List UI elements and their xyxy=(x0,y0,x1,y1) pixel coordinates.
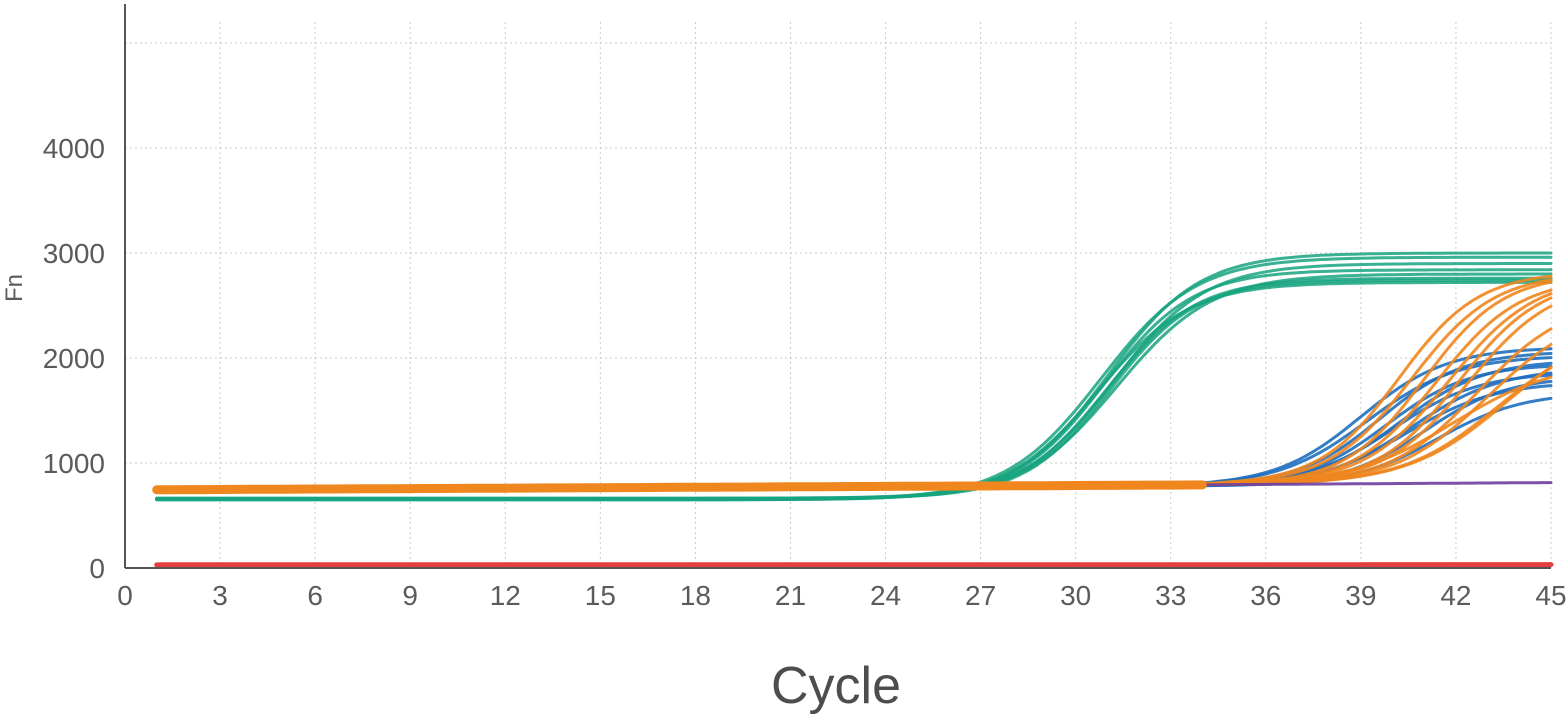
y-tick-label-4000: 4000 xyxy=(43,133,105,164)
x-tick-label-36: 36 xyxy=(1250,580,1281,611)
x-tick-label-3: 3 xyxy=(212,580,228,611)
x-tick-label-0: 0 xyxy=(117,580,133,611)
y-tick-label-1000: 1000 xyxy=(43,448,105,479)
x-tick-label-30: 30 xyxy=(1060,580,1091,611)
x-tick-label-33: 33 xyxy=(1155,580,1186,611)
x-tick-label-45: 45 xyxy=(1535,580,1566,611)
y-tick-label-3000: 3000 xyxy=(43,238,105,269)
x-tick-label-21: 21 xyxy=(775,580,806,611)
green-curve-8 xyxy=(155,278,1553,500)
tick-labels: 0 3 6 9 12 15 18 21 24 27 30 33 36 39 42 45010002000300… xyxy=(43,133,1567,611)
y-tick-label-0: 0 xyxy=(89,553,105,584)
x-tick-label-39: 39 xyxy=(1345,580,1376,611)
x-tick-label-27: 27 xyxy=(965,580,996,611)
x-tick-label-9: 9 xyxy=(402,580,418,611)
x-tick-label-15: 15 xyxy=(585,580,616,611)
orange-baseline-band xyxy=(152,480,1207,495)
x-tick-label-24: 24 xyxy=(870,580,901,611)
x-tick-label-42: 42 xyxy=(1440,580,1471,611)
y-tick-label-2000: 2000 xyxy=(43,343,105,374)
x-tick-label-18: 18 xyxy=(680,580,711,611)
blue-curve-3 xyxy=(155,356,1553,492)
y-axis-title: Fn xyxy=(1,274,28,302)
x-axis-title: Cycle xyxy=(771,657,901,714)
x-tick-label-6: 6 xyxy=(307,580,323,611)
axes xyxy=(124,4,1551,569)
amplification-curves xyxy=(152,251,1554,568)
x-tick-label-12: 12 xyxy=(490,580,521,611)
